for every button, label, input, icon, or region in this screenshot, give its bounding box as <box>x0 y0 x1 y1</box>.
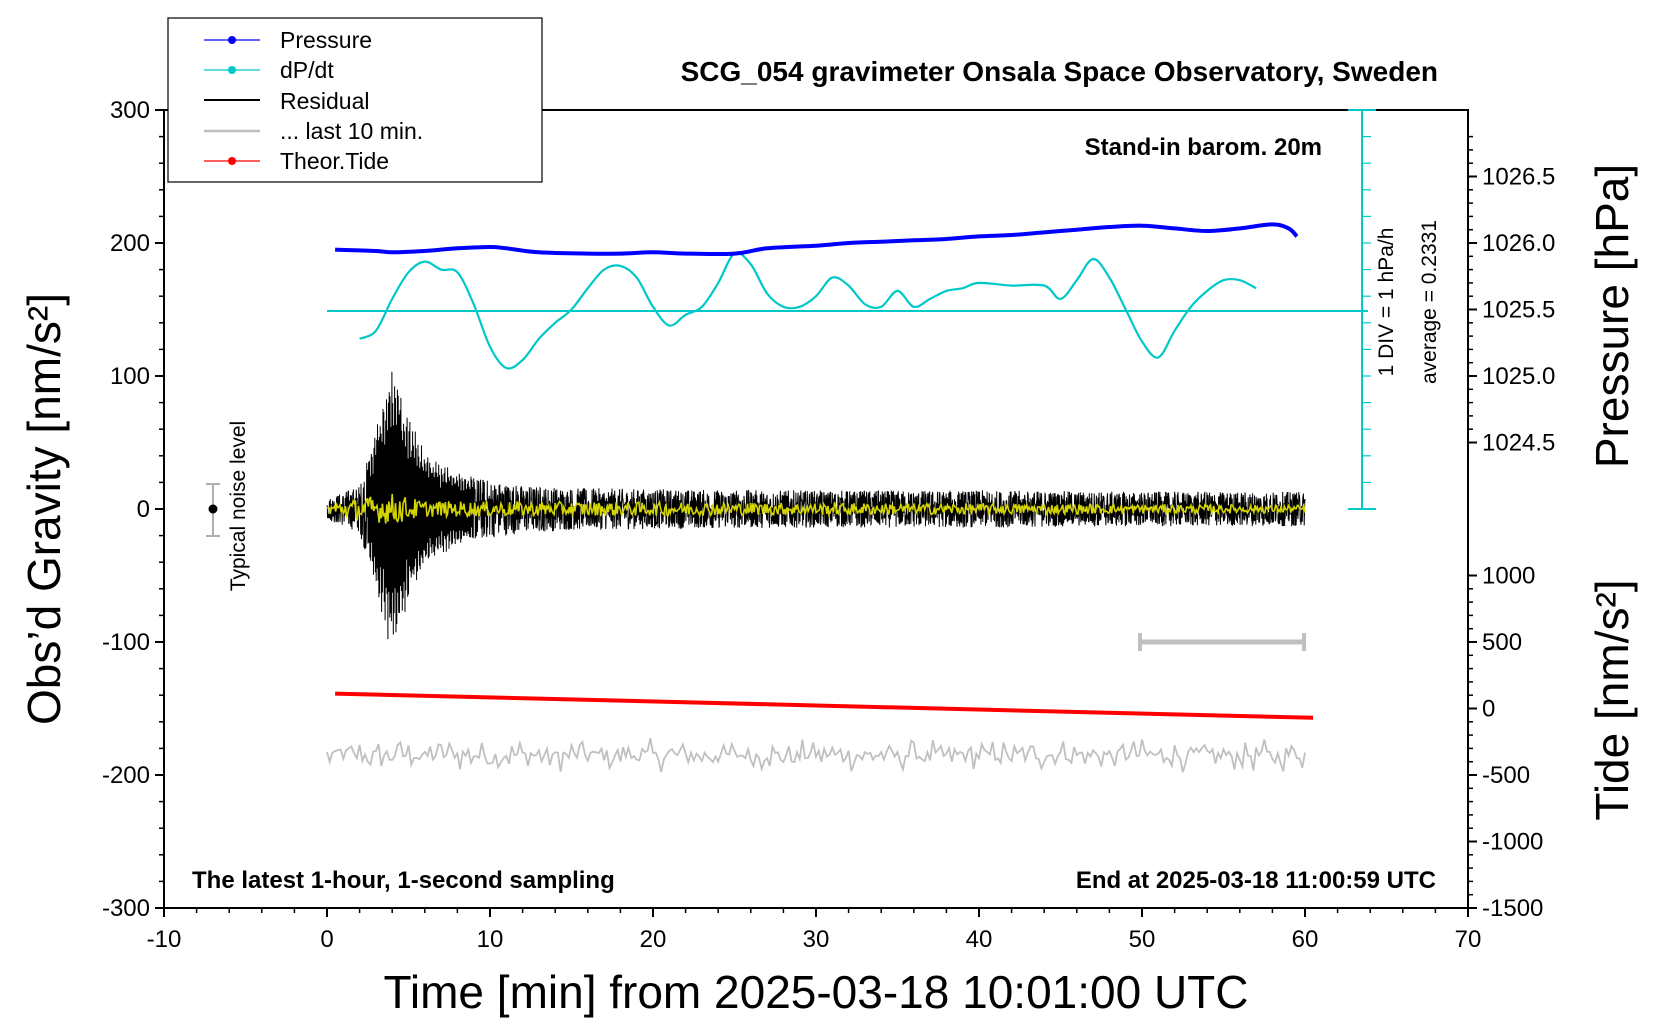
tide-tick-label: 1000 <box>1482 563 1535 590</box>
tide-tick-label: 500 <box>1482 629 1522 656</box>
y-tick-label: -100 <box>102 629 150 656</box>
theor-tide-line <box>335 691 1314 720</box>
y-tick-label: 300 <box>110 97 150 124</box>
end-time-note: End at 2025-03-18 11:00:59 UTC <box>1076 867 1436 894</box>
y-tick-label: 100 <box>110 363 150 390</box>
y-axis-left: 300 200 100 0 -100 -200 -300 <box>102 97 164 922</box>
x-axis: -10 0 10 20 30 40 50 60 70 <box>147 908 1482 953</box>
legend-item-dpdt: dP/dt <box>204 57 334 83</box>
y-axis-tide-title: Tide [nm/s²] <box>1586 579 1638 820</box>
y-axis-left-title: Obs’d Gravity [nm/s²] <box>18 293 70 725</box>
residual-line <box>326 371 1306 640</box>
y-tick-label: 0 <box>137 496 150 523</box>
last-10-min-line <box>326 738 1306 773</box>
tide-tick-label: -1000 <box>1482 829 1543 856</box>
tide-tick-label: -500 <box>1482 762 1530 789</box>
div-note: 1 DIV = 1 hPa/h <box>1375 228 1398 377</box>
y-tick-label: -200 <box>102 762 150 789</box>
svg-text:Residual: Residual <box>280 88 370 114</box>
x-tick-label: 60 <box>1292 926 1319 953</box>
pressure-tick-label: 1026.5 <box>1482 164 1555 191</box>
dpdt-line <box>359 251 1257 370</box>
residual-smoothed-line <box>326 493 1306 524</box>
x-tick-label: 50 <box>1129 926 1156 953</box>
svg-text:... last 10 min.: ... last 10 min. <box>280 118 423 144</box>
pressure-line <box>335 222 1299 257</box>
sampling-note: The latest 1-hour, 1-second sampling <box>192 867 615 894</box>
chart-title: SCG_054 gravimeter Onsala Space Observat… <box>681 56 1438 87</box>
legend-item-theor-tide: Theor.Tide <box>204 148 389 174</box>
pressure-tick-label: 1025.5 <box>1482 297 1555 324</box>
tide-tick-label: -1500 <box>1482 895 1543 922</box>
y-axis-tide: 1000 500 0 -500 -1000 -1500 <box>1468 563 1543 922</box>
pressure-tick-label: 1024.5 <box>1482 430 1555 457</box>
x-tick-label: 10 <box>477 926 504 953</box>
average-note: average = 0.2331 <box>1418 220 1441 384</box>
legend: Pressure dP/dt Residual ... last 10 min.… <box>167 17 543 183</box>
x-tick-label: -10 <box>147 926 182 953</box>
x-tick-label: 40 <box>966 926 993 953</box>
x-tick-label: 70 <box>1455 926 1482 953</box>
x-tick-label: 0 <box>320 926 333 953</box>
barometer-note: Stand-in barom. 20m <box>1085 134 1322 161</box>
legend-item-residual: Residual <box>204 88 370 114</box>
x-tick-label: 30 <box>803 926 830 953</box>
series-layer <box>326 222 1314 773</box>
x-axis-title: Time [min] from 2025-03-18 10:01:00 UTC <box>384 966 1249 1018</box>
noise-level-indicator <box>206 483 220 537</box>
svg-text:Pressure: Pressure <box>280 27 372 53</box>
noise-level-label: Typical noise level <box>227 421 250 591</box>
y-axis-pressure: 1026.5 1026.0 1025.5 1025.0 1024.5 <box>1468 135 1555 457</box>
y-tick-label: 200 <box>110 230 150 257</box>
y-tick-label: -300 <box>102 895 150 922</box>
x-tick-label: 20 <box>640 926 667 953</box>
dpdt-scale-axis <box>1348 109 1377 510</box>
tide-tick-label: 0 <box>1482 696 1495 723</box>
svg-text:dP/dt: dP/dt <box>280 57 334 83</box>
svg-text:Theor.Tide: Theor.Tide <box>280 148 389 174</box>
legend-item-pressure: Pressure <box>204 27 372 53</box>
pressure-tick-label: 1025.0 <box>1482 363 1555 390</box>
pressure-tick-label: 1026.0 <box>1482 230 1555 257</box>
legend-item-last-10-min: ... last 10 min. <box>204 118 423 144</box>
ten-minute-bar <box>1138 633 1306 651</box>
y-axis-pressure-title: Pressure [hPa] <box>1586 164 1638 468</box>
